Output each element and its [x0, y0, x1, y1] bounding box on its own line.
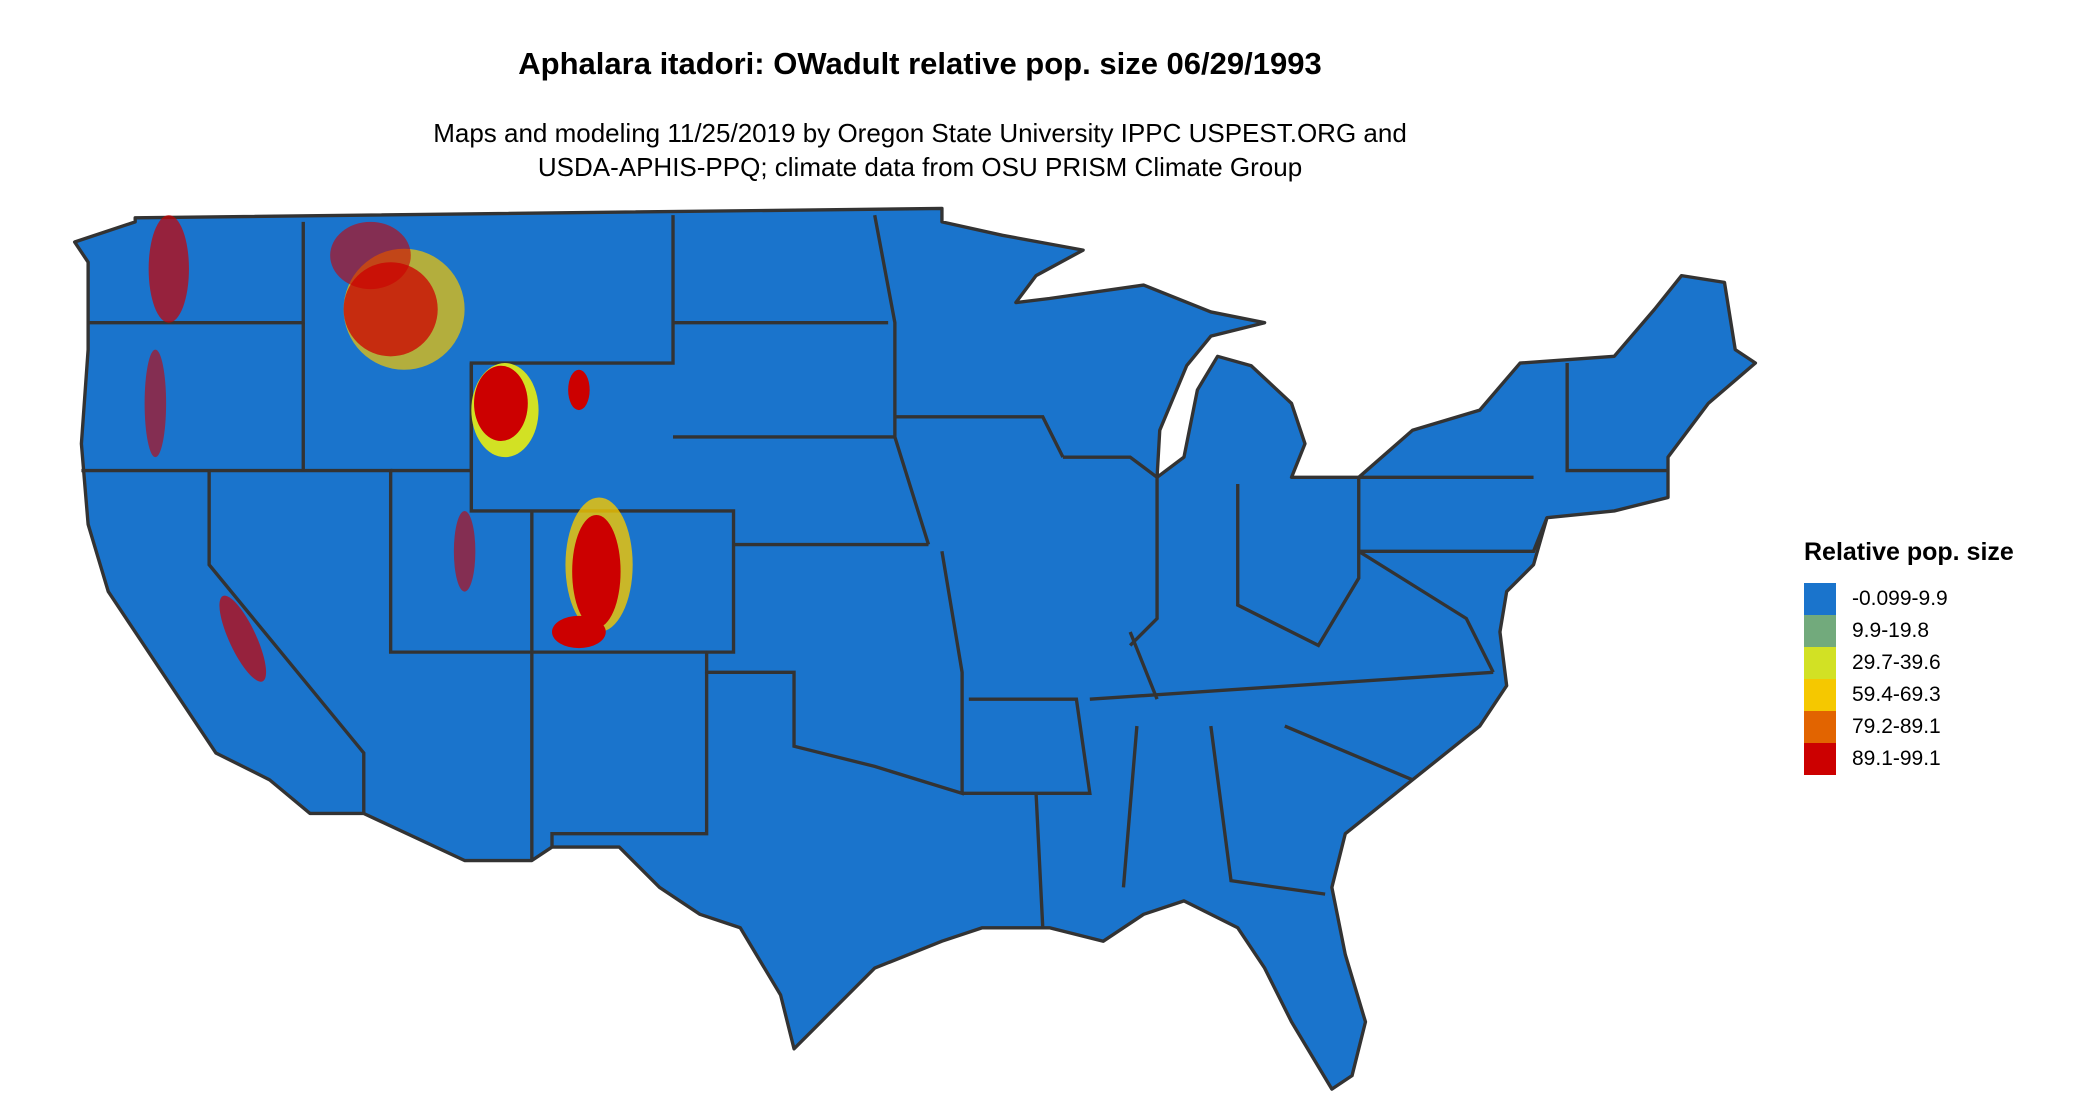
conus-landmass — [73, 206, 1758, 1091]
subtitle-line-1: Maps and modeling 11/25/2019 by Oregon S… — [433, 118, 1407, 148]
legend-item: 79.2-89.1 — [1804, 711, 2014, 743]
legend-label: 59.4-69.3 — [1852, 683, 1941, 706]
legend-label: 9.9-19.8 — [1852, 619, 1930, 642]
legend-label: 89.1-99.1 — [1852, 747, 1941, 770]
subtitle-line-2: USDA-APHIS-PPQ; climate data from OSU PR… — [537, 152, 1303, 182]
map-title: Aphalara itadori: OWadult relative pop. … — [518, 46, 1322, 81]
legend-swatch — [1804, 615, 1836, 647]
legend-swatch — [1804, 647, 1836, 679]
legend-label: -0.099-9.9 — [1852, 587, 1948, 610]
legend-item: -0.099-9.9 — [1804, 583, 2014, 615]
legend-swatch — [1804, 711, 1836, 743]
hotspots — [144, 215, 633, 682]
legend-swatch — [1804, 583, 1836, 615]
legend-item: 89.1-99.1 — [1804, 743, 2014, 775]
legend-item: 9.9-19.8 — [1804, 615, 2014, 647]
legend-item: 59.4-69.3 — [1804, 679, 2014, 711]
legend-title: Relative pop. size — [1804, 538, 2014, 566]
legend-swatch — [1804, 679, 1836, 711]
legend: Relative pop. size -0.099-9.9 9.9-19.8 2… — [1804, 538, 2014, 775]
legend-label: 79.2-89.1 — [1852, 715, 1941, 738]
state-borders — [81, 214, 1669, 928]
legend-item: 29.7-39.6 — [1804, 647, 2014, 679]
map-subtitle: Maps and modeling 11/25/2019 by Oregon S… — [0, 116, 1840, 184]
legend-swatch — [1804, 743, 1836, 775]
legend-label: 29.7-39.6 — [1852, 651, 1941, 674]
